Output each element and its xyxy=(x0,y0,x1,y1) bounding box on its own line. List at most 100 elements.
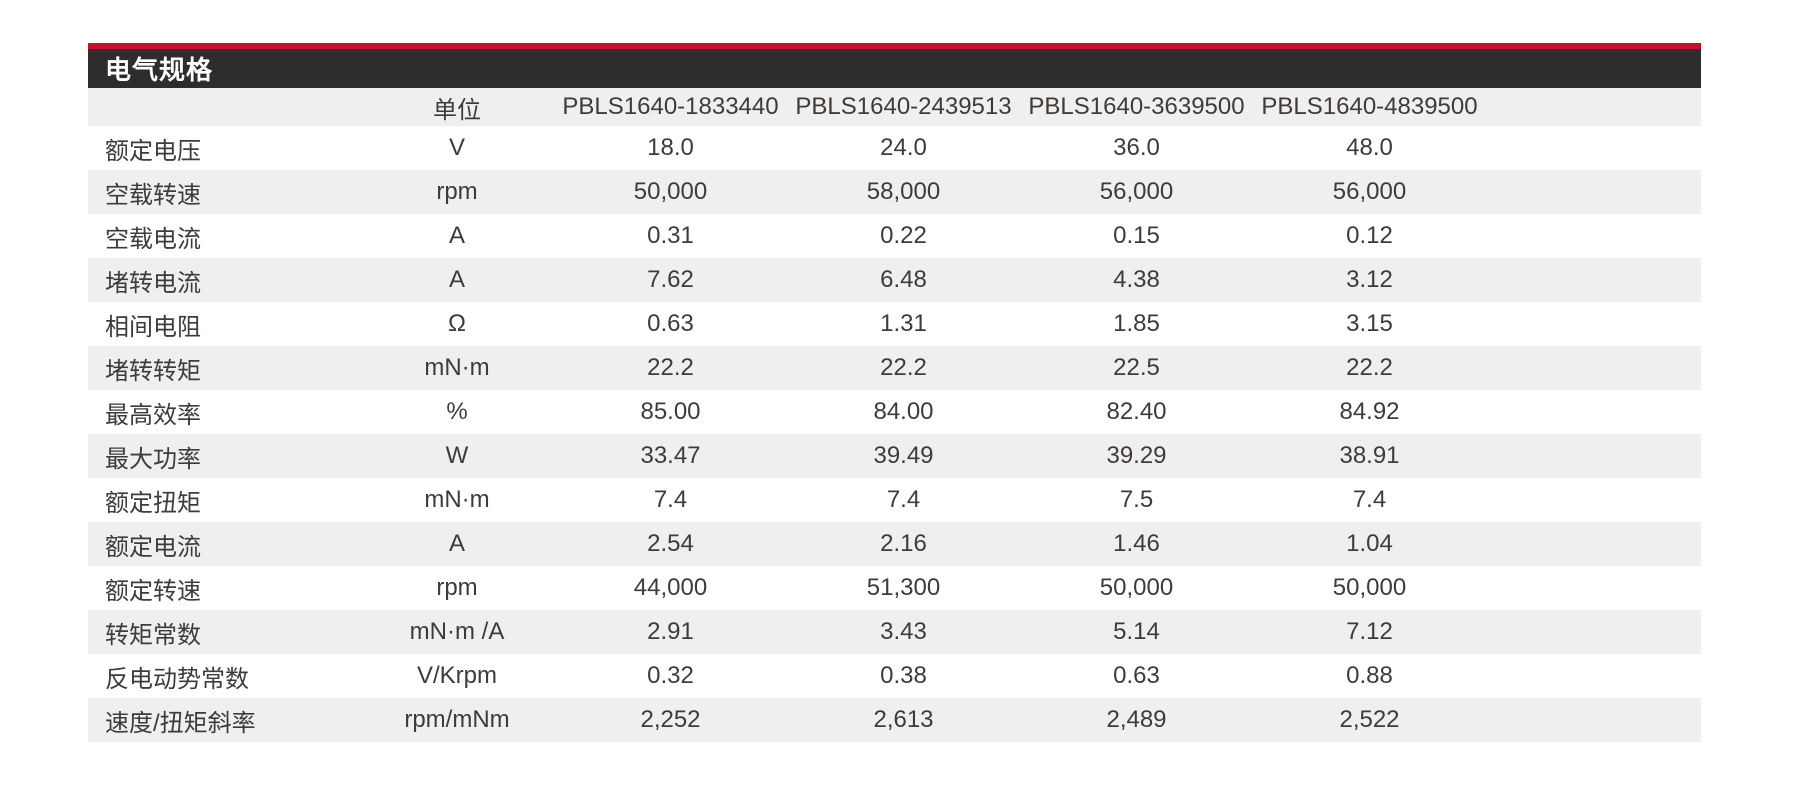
row-label: 空载转速 xyxy=(105,181,201,209)
value-cell: 0.12 xyxy=(1346,222,1393,249)
value-cell: 7.4 xyxy=(1352,486,1387,513)
value-cell: 22.2 xyxy=(647,354,694,381)
value-cell: 2.16 xyxy=(880,530,927,557)
value-cell: 58,000 xyxy=(866,178,941,205)
value-cell: 82.40 xyxy=(1106,398,1167,425)
value-cell: 0.31 xyxy=(647,222,694,249)
section-title: 电气规格 xyxy=(105,55,214,85)
value-cell: 1.46 xyxy=(1113,530,1160,557)
filler-cell xyxy=(1486,610,1701,654)
spec-row: 相间电阻 Ω 0.63 1.31 1.85 3.15 xyxy=(88,302,1701,346)
model-column-header: PBLS1640-3639500 xyxy=(1028,93,1245,120)
spec-row: 额定扭矩 mN·m 7.4 7.4 7.5 7.4 xyxy=(88,478,1701,522)
value-cell: 51,300 xyxy=(866,574,941,601)
value-cell: 7.12 xyxy=(1346,618,1393,645)
row-label: 反电动势常数 xyxy=(105,665,249,693)
value-cell: 50,000 xyxy=(1332,574,1407,601)
filler-cell xyxy=(1486,434,1701,478)
row-label: 额定电流 xyxy=(105,533,201,561)
value-cell: 0.22 xyxy=(880,222,927,249)
value-cell: 38.91 xyxy=(1339,442,1400,469)
unit-cell: mN·m xyxy=(424,486,490,513)
filler-cell xyxy=(1486,302,1701,346)
electrical-spec-section: 电气规格 单位 PBLS1640-1833440 PBLS1640-243951… xyxy=(88,43,1701,742)
value-cell: 50,000 xyxy=(633,178,708,205)
value-cell: 24.0 xyxy=(880,134,927,161)
spec-row: 空载转速 rpm 50,000 58,000 56,000 56,000 xyxy=(88,170,1701,214)
unit-cell: rpm xyxy=(436,178,478,205)
row-label: 相间电阻 xyxy=(105,313,201,341)
unit-cell: V xyxy=(448,134,465,161)
value-cell: 39.29 xyxy=(1106,442,1167,469)
value-cell: 7.5 xyxy=(1119,486,1154,513)
filler-cell xyxy=(1486,522,1701,566)
value-cell: 22.5 xyxy=(1113,354,1160,381)
column-header-row: 单位 PBLS1640-1833440 PBLS1640-2439513 PBL… xyxy=(88,88,1701,126)
value-cell: 0.32 xyxy=(647,662,694,689)
unit-cell: V/Krpm xyxy=(416,662,497,689)
value-cell: 56,000 xyxy=(1099,178,1174,205)
value-cell: 48.0 xyxy=(1346,134,1393,161)
spec-row: 最高效率% 85.00 84.00 82.40 84.92 xyxy=(88,390,1701,434)
row-label: 最大功率 xyxy=(105,445,201,473)
model-column-header: PBLS1640-4839500 xyxy=(1261,93,1478,120)
filler-cell xyxy=(1486,258,1701,302)
value-cell: 7.4 xyxy=(653,486,688,513)
value-cell: 1.85 xyxy=(1113,310,1160,337)
unit-cell: W xyxy=(445,442,469,469)
row-label: 额定扭矩 xyxy=(105,489,201,517)
filler-cell xyxy=(1486,478,1701,522)
spec-table: 单位 PBLS1640-1833440 PBLS1640-2439513 PBL… xyxy=(88,88,1701,742)
spec-row: 额定电压 V 18.0 24.0 36.0 48.0 xyxy=(88,126,1701,170)
value-cell: 84.92 xyxy=(1339,398,1400,425)
value-cell: 3.43 xyxy=(880,618,927,645)
spec-row: 反电动势常数 V/Krpm 0.32 0.38 0.63 0.88 xyxy=(88,654,1701,698)
value-cell: 2.91 xyxy=(647,618,694,645)
spec-row: 空载电流 A 0.31 0.22 0.15 0.12 xyxy=(88,214,1701,258)
value-cell: 84.00 xyxy=(873,398,934,425)
unit-cell: A xyxy=(448,530,465,557)
value-cell: 18.0 xyxy=(647,134,694,161)
section-title-bar: 电气规格 xyxy=(88,49,1701,88)
value-cell: 44,000 xyxy=(633,574,708,601)
value-cell: 22.2 xyxy=(1346,354,1393,381)
value-cell: 7.62 xyxy=(647,266,694,293)
unit-cell: rpm xyxy=(436,574,478,601)
model-column-header: PBLS1640-2439513 xyxy=(795,93,1012,120)
value-cell: 3.12 xyxy=(1346,266,1393,293)
value-cell: 33.47 xyxy=(640,442,701,469)
value-cell: 2,252 xyxy=(640,706,701,733)
unit-cell: mN·m xyxy=(424,354,490,381)
spec-row: 最大功率 W 33.47 39.49 39.29 38.91 xyxy=(88,434,1701,478)
value-cell: 0.63 xyxy=(647,310,694,337)
spec-row: 额定电流 A 2.54 2.16 1.46 1.04 xyxy=(88,522,1701,566)
model-column-header: PBLS1640-1833440 xyxy=(562,93,779,120)
filler-cell xyxy=(1486,126,1701,170)
value-cell: 50,000 xyxy=(1099,574,1174,601)
value-cell: 1.04 xyxy=(1346,530,1393,557)
row-label: 转矩常数 xyxy=(105,621,201,649)
unit-cell: rpm/mNm xyxy=(404,706,510,733)
spec-row: 额定转速 rpm 44,000 51,300 50,000 50,000 xyxy=(88,566,1701,610)
value-cell: 56,000 xyxy=(1332,178,1407,205)
row-label: 额定电压 xyxy=(105,137,201,165)
filler-cell xyxy=(1486,170,1701,214)
value-cell: 3.15 xyxy=(1346,310,1393,337)
value-cell: 39.49 xyxy=(873,442,934,469)
value-cell: 0.63 xyxy=(1113,662,1160,689)
unit-column-header: 单位 xyxy=(433,96,481,124)
value-cell: 36.0 xyxy=(1113,134,1160,161)
value-cell: 4.38 xyxy=(1113,266,1160,293)
unit-cell: mN·m /A xyxy=(409,618,505,645)
spec-row: 堵转电流 A 7.62 6.48 4.38 3.12 xyxy=(88,258,1701,302)
value-cell: 2,522 xyxy=(1339,706,1400,733)
value-cell: 7.4 xyxy=(886,486,921,513)
value-cell: 85.00 xyxy=(640,398,701,425)
value-cell: 5.14 xyxy=(1113,618,1160,645)
row-label: 空载电流 xyxy=(105,225,201,253)
spec-row: 堵转转矩 mN·m 22.2 22.2 22.5 22.2 xyxy=(88,346,1701,390)
value-cell: 1.31 xyxy=(880,310,927,337)
accent-bar xyxy=(88,43,1701,49)
filler-cell xyxy=(1486,566,1701,610)
